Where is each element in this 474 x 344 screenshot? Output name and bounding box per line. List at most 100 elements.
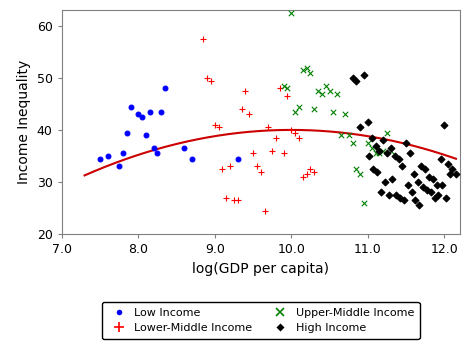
Point xyxy=(411,197,419,203)
Point xyxy=(379,148,387,153)
Point xyxy=(303,171,310,177)
Point xyxy=(261,208,268,213)
Point xyxy=(276,86,283,91)
Point xyxy=(381,179,389,185)
Point xyxy=(188,156,196,161)
Point xyxy=(406,151,414,156)
Point xyxy=(264,125,272,130)
Point xyxy=(383,151,391,156)
Point xyxy=(383,130,391,135)
Point xyxy=(442,195,450,200)
Point xyxy=(435,192,442,198)
Point xyxy=(377,190,385,195)
Point xyxy=(307,166,314,172)
Point xyxy=(369,166,377,172)
Point xyxy=(295,135,303,140)
Point xyxy=(238,106,246,112)
Point xyxy=(280,151,287,156)
Point xyxy=(310,106,318,112)
Point xyxy=(295,104,303,109)
Point xyxy=(404,182,411,187)
Point xyxy=(157,109,165,115)
Point xyxy=(364,119,372,125)
Point xyxy=(334,91,341,96)
Point xyxy=(395,156,402,161)
Point xyxy=(280,83,287,88)
Point xyxy=(392,192,400,198)
Point xyxy=(257,169,264,174)
Point xyxy=(360,73,368,78)
Point xyxy=(414,179,421,185)
Point xyxy=(203,75,211,81)
Point xyxy=(292,109,299,115)
Point xyxy=(104,153,111,159)
Point xyxy=(119,151,127,156)
Point xyxy=(353,78,360,83)
Point xyxy=(150,146,157,151)
Point xyxy=(399,163,406,169)
Point xyxy=(154,151,161,156)
Point xyxy=(418,163,425,169)
Point xyxy=(391,153,399,159)
Point xyxy=(318,91,326,96)
Point xyxy=(387,146,395,151)
Point xyxy=(389,176,396,182)
Point xyxy=(234,156,242,161)
Point xyxy=(146,109,154,115)
Point xyxy=(242,88,249,94)
Point xyxy=(365,153,373,159)
Point xyxy=(115,163,123,169)
Point xyxy=(230,197,237,203)
Point xyxy=(431,195,438,200)
Point xyxy=(375,148,383,153)
Point xyxy=(356,125,364,130)
Point xyxy=(222,195,230,200)
Point xyxy=(415,203,423,208)
Point xyxy=(249,151,257,156)
Point xyxy=(427,190,435,195)
Point xyxy=(345,132,353,138)
Point xyxy=(314,88,322,94)
Point xyxy=(234,197,242,203)
X-axis label: log(GDP per capita): log(GDP per capita) xyxy=(192,261,329,276)
Point xyxy=(341,111,349,117)
Point xyxy=(307,70,314,75)
Point xyxy=(135,111,142,117)
Point xyxy=(211,122,219,128)
Point xyxy=(268,148,276,153)
Point xyxy=(127,104,134,109)
Point xyxy=(368,146,375,151)
Point xyxy=(425,174,433,180)
Point xyxy=(349,75,356,81)
Point xyxy=(329,109,337,115)
Point xyxy=(322,83,329,88)
Point xyxy=(246,111,253,117)
Point xyxy=(441,122,448,128)
Point xyxy=(372,151,379,156)
Point xyxy=(445,161,452,166)
Point xyxy=(421,166,429,172)
Point xyxy=(410,171,418,177)
Point xyxy=(96,156,104,161)
Point xyxy=(448,166,456,172)
Point xyxy=(161,86,169,91)
Point xyxy=(349,140,356,146)
Point xyxy=(299,174,307,180)
Point xyxy=(303,65,310,70)
Point xyxy=(253,163,261,169)
Point xyxy=(364,140,372,146)
Point xyxy=(429,176,437,182)
Point xyxy=(310,169,318,174)
Point xyxy=(423,187,431,193)
Point xyxy=(337,132,345,138)
Point xyxy=(438,182,446,187)
Point xyxy=(374,169,381,174)
Point xyxy=(180,146,188,151)
Point xyxy=(207,78,215,83)
Point xyxy=(360,200,368,205)
Point xyxy=(375,151,383,156)
Point xyxy=(226,163,234,169)
Point xyxy=(446,171,454,177)
Point xyxy=(433,182,441,187)
Point xyxy=(123,130,130,135)
